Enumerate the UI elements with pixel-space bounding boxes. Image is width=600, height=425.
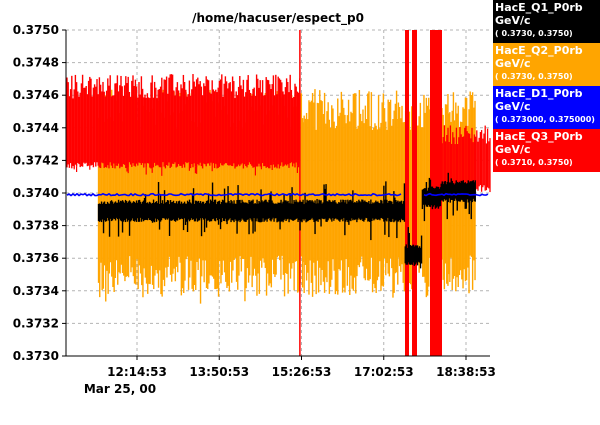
legend-unit: GeV/c bbox=[495, 57, 531, 70]
series-line bbox=[66, 192, 402, 197]
legend-name: HacE_D1_P0rb bbox=[495, 87, 583, 100]
series-HacE_D1_P0rb bbox=[66, 192, 489, 197]
legend-name: HacE_Q1_P0rb bbox=[495, 1, 583, 14]
legend-entry-q2: HacE_Q2_P0rb GeV/c ( 0.3730, 0.3750) bbox=[493, 43, 600, 86]
legend-unit: GeV/c bbox=[495, 14, 531, 27]
legend-entry-q3: HacE_Q3_P0rb GeV/c ( 0.3710, 0.3750) bbox=[493, 129, 600, 172]
x-tick-label: 15:26:53 bbox=[272, 365, 332, 379]
chart-title: /home/hacuser/espect_p0 bbox=[192, 11, 364, 26]
series-point bbox=[412, 30, 417, 356]
y-tick-label: 0.3734 bbox=[13, 284, 59, 298]
x-tick-label: 12:14:53 bbox=[107, 365, 167, 379]
y-tick-label: 0.3738 bbox=[13, 219, 59, 233]
legend-range: ( 0.3730, 0.3750) bbox=[495, 29, 573, 38]
series-point bbox=[405, 30, 409, 356]
y-tick-label: 0.3736 bbox=[13, 251, 59, 265]
series-HacE_Q1_P0rb bbox=[97, 172, 476, 269]
y-tick-label: 0.3732 bbox=[13, 316, 59, 330]
y-tick-label: 0.3744 bbox=[13, 121, 59, 135]
y-tick-label: 0.3740 bbox=[13, 186, 59, 200]
y-tick-label: 0.3730 bbox=[13, 349, 59, 363]
x-date-label: Mar 25, 00 bbox=[84, 382, 156, 396]
legend-unit: GeV/c bbox=[495, 100, 531, 113]
legend-unit: GeV/c bbox=[495, 143, 531, 156]
series-line bbox=[423, 192, 489, 197]
legend-entry-q1: HacE_Q1_P0rb GeV/c ( 0.3730, 0.3750) bbox=[493, 0, 600, 43]
legend-name: HacE_Q2_P0rb bbox=[495, 44, 583, 57]
x-tick-label: 13:50:53 bbox=[189, 365, 249, 379]
legend-entry-d1: HacE_D1_P0rb GeV/c ( 0.373000, 0.375000) bbox=[493, 86, 600, 129]
legend-name: HacE_Q3_P0rb bbox=[495, 130, 583, 143]
y-tick-label: 0.3742 bbox=[13, 153, 59, 167]
x-tick-label: 17:02:53 bbox=[354, 365, 414, 379]
axes: 0.3730 0.3732 0.3734 0.3736 0.3738 0.3740 0.37… bbox=[13, 23, 496, 379]
x-tick-label: 18:38:53 bbox=[436, 365, 496, 379]
legend-range: ( 0.373000, 0.375000) bbox=[495, 115, 595, 124]
plot-area bbox=[66, 30, 491, 356]
legend-range: ( 0.3710, 0.3750) bbox=[495, 158, 573, 167]
legend-range: ( 0.3730, 0.3750) bbox=[495, 72, 573, 81]
y-tick-label: 0.3750 bbox=[13, 23, 59, 37]
y-tick-label: 0.3748 bbox=[13, 56, 59, 70]
y-tick-label: 0.3746 bbox=[13, 88, 59, 102]
